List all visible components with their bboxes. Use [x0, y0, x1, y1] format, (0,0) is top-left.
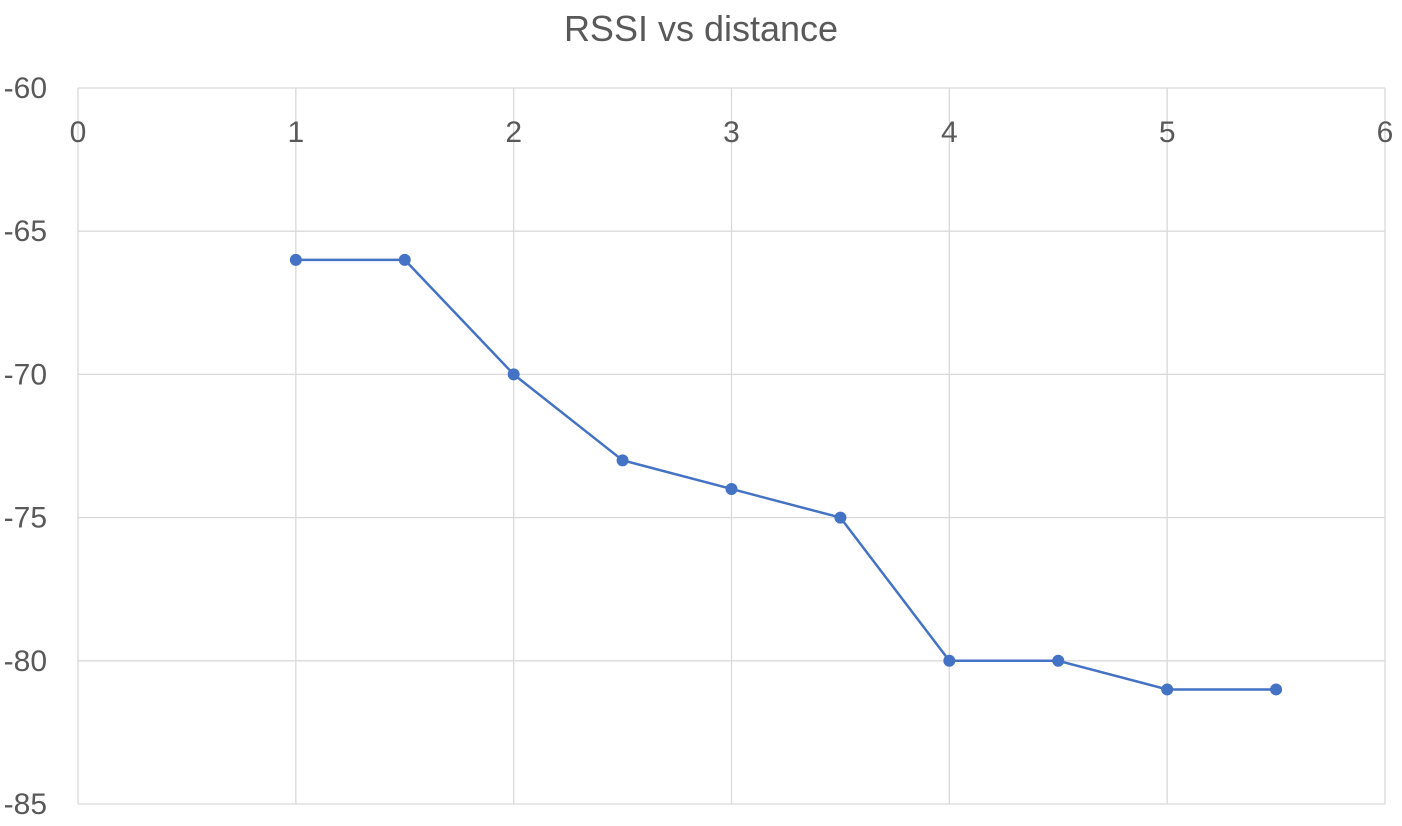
- data-point: [616, 454, 629, 467]
- x-tick-label: 6: [1377, 116, 1394, 149]
- chart-title: RSSI vs distance: [563, 8, 839, 49]
- x-tick-label: 0: [70, 116, 87, 149]
- y-tick-label: -60: [4, 72, 47, 105]
- data-point: [725, 482, 738, 495]
- x-tick-label: 1: [287, 116, 304, 149]
- y-axis-ticks: -60 -65 -70 -75 -80 -85: [4, 72, 47, 821]
- y-tick-label: -65: [4, 215, 47, 248]
- series-group: [289, 253, 1283, 696]
- y-tick-label: -75: [4, 502, 47, 535]
- x-tick-label: 3: [723, 116, 740, 149]
- y-tick-label: -80: [4, 645, 47, 678]
- data-point: [289, 253, 302, 266]
- data-point: [1161, 683, 1174, 696]
- data-point: [1052, 654, 1065, 667]
- data-point: [507, 368, 520, 381]
- data-point: [398, 253, 411, 266]
- data-point: [943, 654, 956, 667]
- x-tick-label: 2: [505, 116, 522, 149]
- y-tick-label: -85: [4, 788, 47, 821]
- series-line: [295, 258, 1277, 691]
- y-tick-label: -70: [4, 358, 47, 391]
- grid: [77, 87, 1386, 805]
- data-point: [834, 511, 847, 524]
- x-tick-label: 4: [941, 116, 958, 149]
- data-point: [1270, 683, 1283, 696]
- x-axis-ticks: 0 1 2 3 4 5 6: [70, 116, 1394, 149]
- x-tick-label: 5: [1159, 116, 1176, 149]
